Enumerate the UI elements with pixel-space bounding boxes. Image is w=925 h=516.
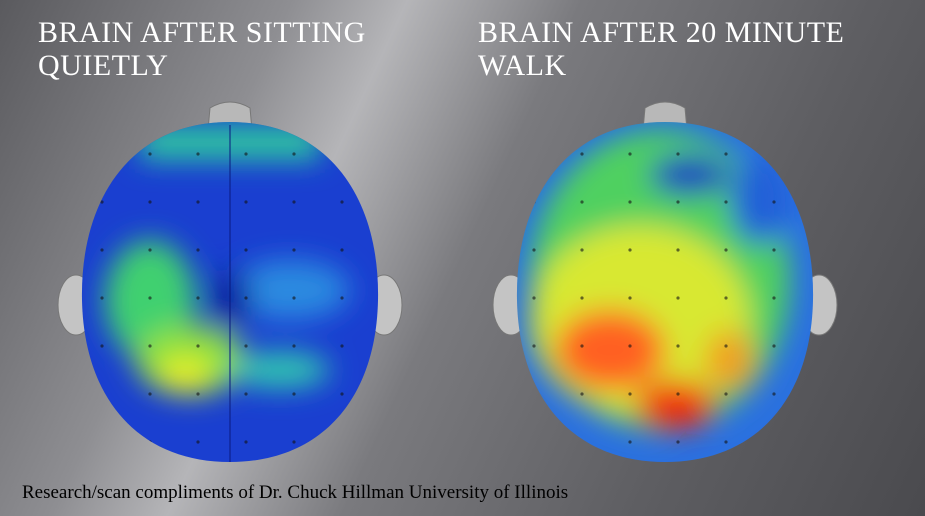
caption: Research/scan compliments of Dr. Chuck H… bbox=[22, 482, 569, 503]
panel-title: BRAIN AFTER SITTING QUIETLY bbox=[38, 16, 366, 82]
panel-title: BRAIN AFTER 20 MINUTE WALK bbox=[478, 16, 845, 82]
brain-left bbox=[57, 101, 403, 462]
brain-right bbox=[492, 101, 838, 462]
